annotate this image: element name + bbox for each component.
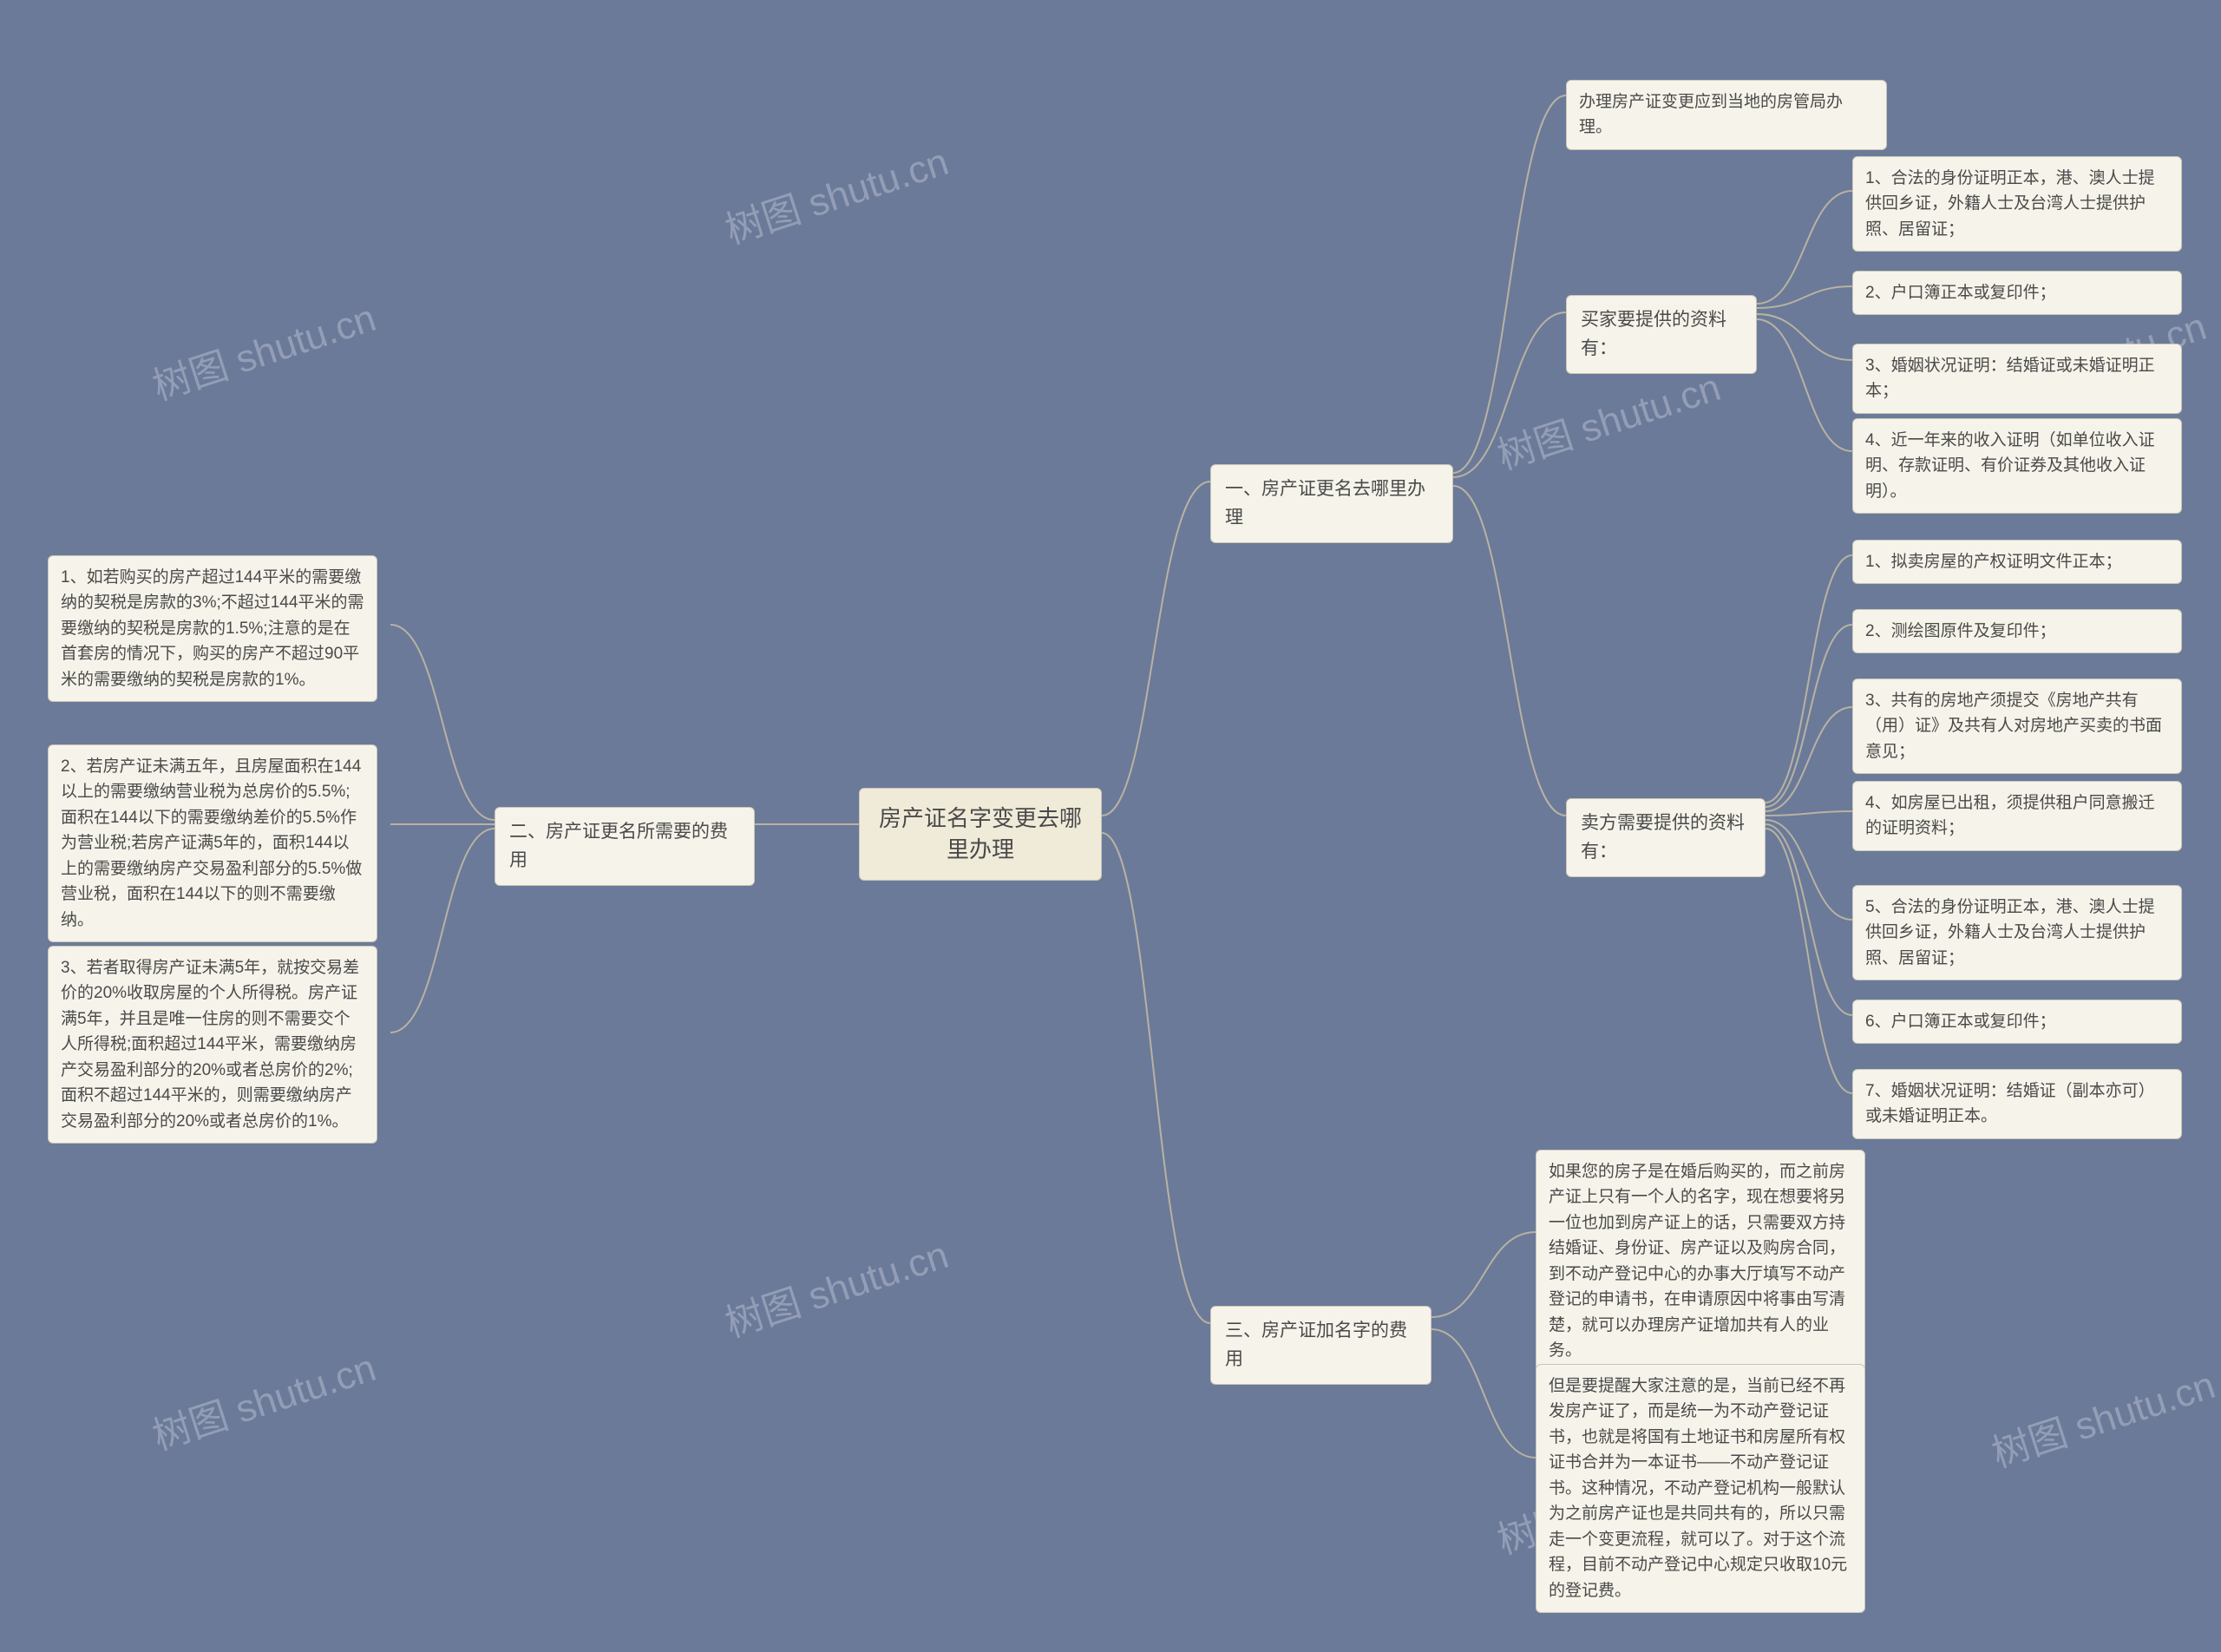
seller-item-3-text: 3、共有的房地产须提交《房地产共有（用）证》及共有人对房地产买卖的书面意见； (1865, 692, 2162, 761)
buyer-docs-label: 买家要提供的资料有： (1566, 295, 1757, 374)
fee-item-2: 2、若房产证未满五年，且房屋面积在144以上的需要缴纳营业税为总房价的5.5%;… (48, 744, 377, 942)
fee-item-1-text: 1、如若购买的房产超过144平米的需要缴纳的契税是房款的3%;不超过144平米的… (61, 568, 364, 689)
seller-item-4: 4、如房屋已出租，须提供租户同意搬迁的证明资料； (1852, 781, 2182, 851)
buyer-item-1: 1、合法的身份证明正本，港、澳人士提供回乡证，外籍人士及台湾人士提供护照、居留证… (1852, 156, 2182, 252)
seller-item-1-text: 1、拟卖房屋的产权证明文件正本； (1865, 553, 2122, 571)
branch-1-label: 一、房产证更名去哪里办理 (1225, 479, 1425, 528)
buyer-item-2: 2、户口簿正本或复印件； (1852, 271, 2182, 315)
seller-item-7: 7、婚姻状况证明：结婚证（副本亦可）或未婚证明正本。 (1852, 1069, 2182, 1139)
buyer-item-4: 4、近一年来的收入证明（如单位收入证明、存款证明、有价证券及其他收入证明）。 (1852, 418, 2182, 514)
seller-item-5-text: 5、合法的身份证明正本，港、澳人士提供回乡证，外籍人士及台湾人士提供护照、居留证… (1865, 898, 2155, 967)
buyer-item-2-text: 2、户口簿正本或复印件； (1865, 284, 2056, 302)
fee-item-3-text: 3、若者取得房产证未满5年，就按交易差价的20%收取房屋的个人所得税。房产证满5… (61, 959, 359, 1131)
addname-item-2: 但是要提醒大家注意的是，当前已经不再发房产证了，而是统一为不动产登记证书，也就是… (1536, 1364, 1865, 1613)
branch-1-note: 办理房产证变更应到当地的房管局办理。 (1566, 80, 1887, 150)
seller-docs-label: 卖方需要提供的资料有： (1566, 798, 1766, 877)
watermark: 树图 shutu.cn (1984, 1354, 2221, 1478)
seller-item-2: 2、测绘图原件及复印件； (1852, 609, 2182, 653)
root-label: 房产证名字变更去哪里办理 (879, 805, 1082, 862)
buyer-item-4-text: 4、近一年来的收入证明（如单位收入证明、存款证明、有价证券及其他收入证明）。 (1865, 431, 2155, 501)
watermark: 树图 shutu.cn (145, 1336, 382, 1460)
seller-item-3: 3、共有的房地产须提交《房地产共有（用）证》及共有人对房地产买卖的书面意见； (1852, 678, 2182, 774)
fee-item-2-text: 2、若房产证未满五年，且房屋面积在144以上的需要缴纳营业税为总房价的5.5%;… (61, 757, 362, 929)
buyer-item-1-text: 1、合法的身份证明正本，港、澳人士提供回乡证，外籍人士及台湾人士提供护照、居留证… (1865, 169, 2155, 239)
branch-2: 二、房产证更名所需要的费用 (495, 807, 755, 886)
watermark: 树图 shutu.cn (717, 130, 954, 254)
seller-item-5: 5、合法的身份证明正本，港、澳人士提供回乡证，外籍人士及台湾人士提供护照、居留证… (1852, 885, 2182, 980)
seller-item-7-text: 7、婚姻状况证明：结婚证（副本亦可）或未婚证明正本。 (1865, 1082, 2155, 1125)
watermark: 树图 shutu.cn (145, 286, 382, 410)
addname-item-1: 如果您的房子是在婚后购买的，而之前房产证上只有一个人的名字，现在想要将另一位也加… (1536, 1150, 1865, 1373)
branch-1-note-text: 办理房产证变更应到当地的房管局办理。 (1579, 93, 1843, 136)
buyer-item-3: 3、婚姻状况证明：结婚证或未婚证明正本； (1852, 344, 2182, 414)
buyer-docs-label-text: 买家要提供的资料有： (1581, 310, 1726, 358)
watermark: 树图 shutu.cn (1490, 356, 1726, 480)
fee-item-1: 1、如若购买的房产超过144平米的需要缴纳的契税是房款的3%;不超过144平米的… (48, 555, 377, 702)
seller-item-1: 1、拟卖房屋的产权证明文件正本； (1852, 540, 2182, 584)
branch-3: 三、房产证加名字的费用 (1210, 1306, 1432, 1385)
addname-item-1-text: 如果您的房子是在婚后购买的，而之前房产证上只有一个人的名字，现在想要将另一位也加… (1549, 1163, 1845, 1360)
watermark: 树图 shutu.cn (717, 1223, 954, 1347)
branch-3-label: 三、房产证加名字的费用 (1225, 1321, 1407, 1369)
branch-2-label: 二、房产证更名所需要的费用 (509, 822, 728, 870)
seller-docs-label-text: 卖方需要提供的资料有： (1581, 813, 1745, 862)
buyer-item-3-text: 3、婚姻状况证明：结婚证或未婚证明正本； (1865, 357, 2155, 400)
seller-item-6: 6、户口簿正本或复印件； (1852, 1000, 2182, 1044)
seller-item-6-text: 6、户口簿正本或复印件； (1865, 1013, 2056, 1031)
root-node: 房产证名字变更去哪里办理 (859, 788, 1102, 881)
seller-item-4-text: 4、如房屋已出租，须提供租户同意搬迁的证明资料； (1865, 794, 2155, 837)
branch-1: 一、房产证更名去哪里办理 (1210, 464, 1453, 543)
seller-item-2-text: 2、测绘图原件及复印件； (1865, 622, 2056, 640)
addname-item-2-text: 但是要提醒大家注意的是，当前已经不再发房产证了，而是统一为不动产登记证书，也就是… (1549, 1377, 1847, 1600)
fee-item-3: 3、若者取得房产证未满5年，就按交易差价的20%收取房屋的个人所得税。房产证满5… (48, 946, 377, 1144)
